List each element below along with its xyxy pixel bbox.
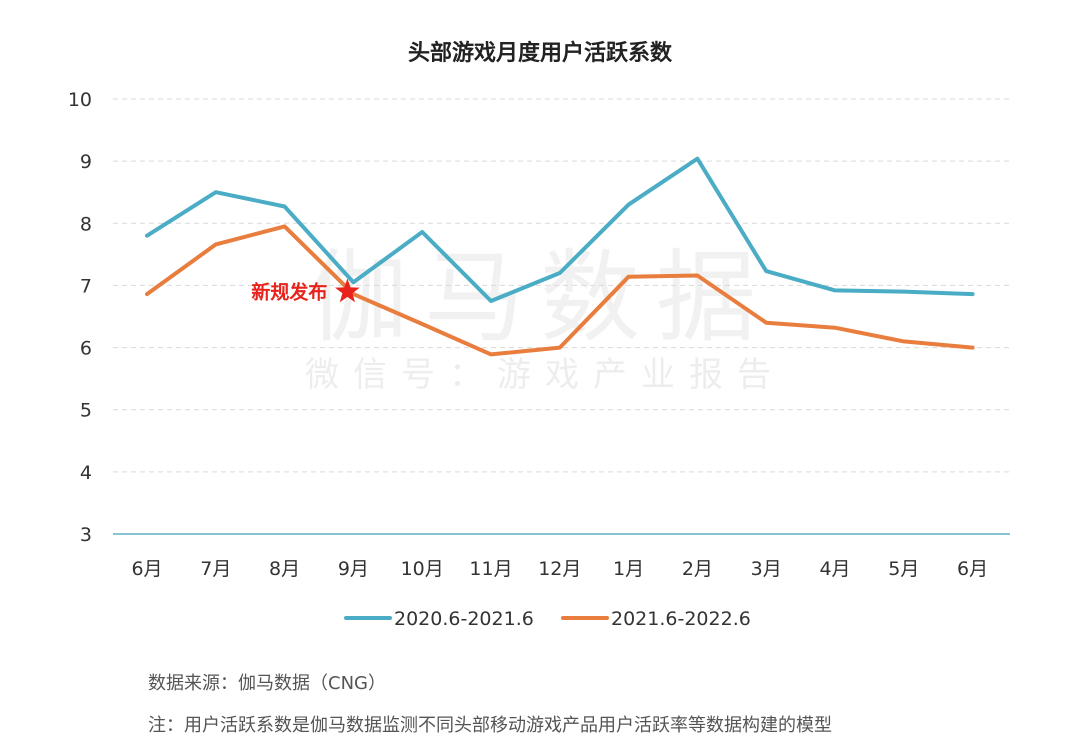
chart-title: 头部游戏月度用户活跃系数 (408, 40, 673, 66)
x-tick-label: 7月 (200, 558, 231, 580)
x-tick-label: 6月 (131, 558, 162, 580)
x-tick-label: 2月 (682, 558, 713, 580)
series-line-2 (145, 224, 975, 357)
x-tick-label: 1月 (613, 558, 644, 580)
x-tick-label: 11月 (469, 558, 512, 580)
x-tick-label: 8月 (269, 558, 300, 580)
data-source-note: 数据来源：伽马数据（CNG） (148, 673, 386, 694)
star-marker-icon (335, 278, 360, 303)
y-tick-label: 7 (80, 275, 92, 297)
y-tick-label: 10 (68, 89, 92, 111)
annotation-label: 新规发布 (251, 281, 327, 304)
x-tick-label: 9月 (338, 558, 369, 580)
y-tick-label: 6 (80, 338, 92, 360)
gridlines (113, 98, 1010, 473)
annotation: 新规发布 (251, 278, 360, 304)
watermark-sub: 微信号：游戏产业报告 (305, 355, 785, 395)
legend: 2020.6-2021.6 2021.6-2022.6 (344, 608, 751, 630)
series-lines (145, 156, 975, 357)
x-tick-label: 3月 (751, 558, 782, 580)
x-axis-labels: 6月 7月 8月 9月 10月 11月 12月 1月 2月 3月 4月 5月 6月 (131, 558, 988, 580)
watermark-main: 伽马数据 (308, 239, 772, 356)
legend-label-1: 2020.6-2021.6 (394, 608, 534, 630)
x-tick-label: 5月 (888, 558, 919, 580)
x-tick-label: 4月 (819, 558, 850, 580)
x-tick-label: 6月 (957, 558, 988, 580)
y-tick-label: 4 (80, 462, 92, 484)
legend-label-2: 2021.6-2022.6 (611, 608, 751, 630)
definition-note: 注：用户活跃系数是伽马数据监测不同头部移动游戏产品用户活跃率等数据构建的模型 (148, 715, 832, 736)
y-tick-label: 8 (80, 213, 92, 235)
y-axis-labels: 3 4 5 6 7 8 9 10 (68, 89, 92, 546)
x-tick-label: 10月 (401, 558, 444, 580)
x-tick-label: 12月 (538, 558, 581, 580)
y-tick-label: 5 (80, 400, 92, 422)
y-tick-label: 3 (80, 524, 92, 546)
y-tick-label: 9 (80, 151, 92, 173)
series-line-1 (145, 156, 975, 303)
